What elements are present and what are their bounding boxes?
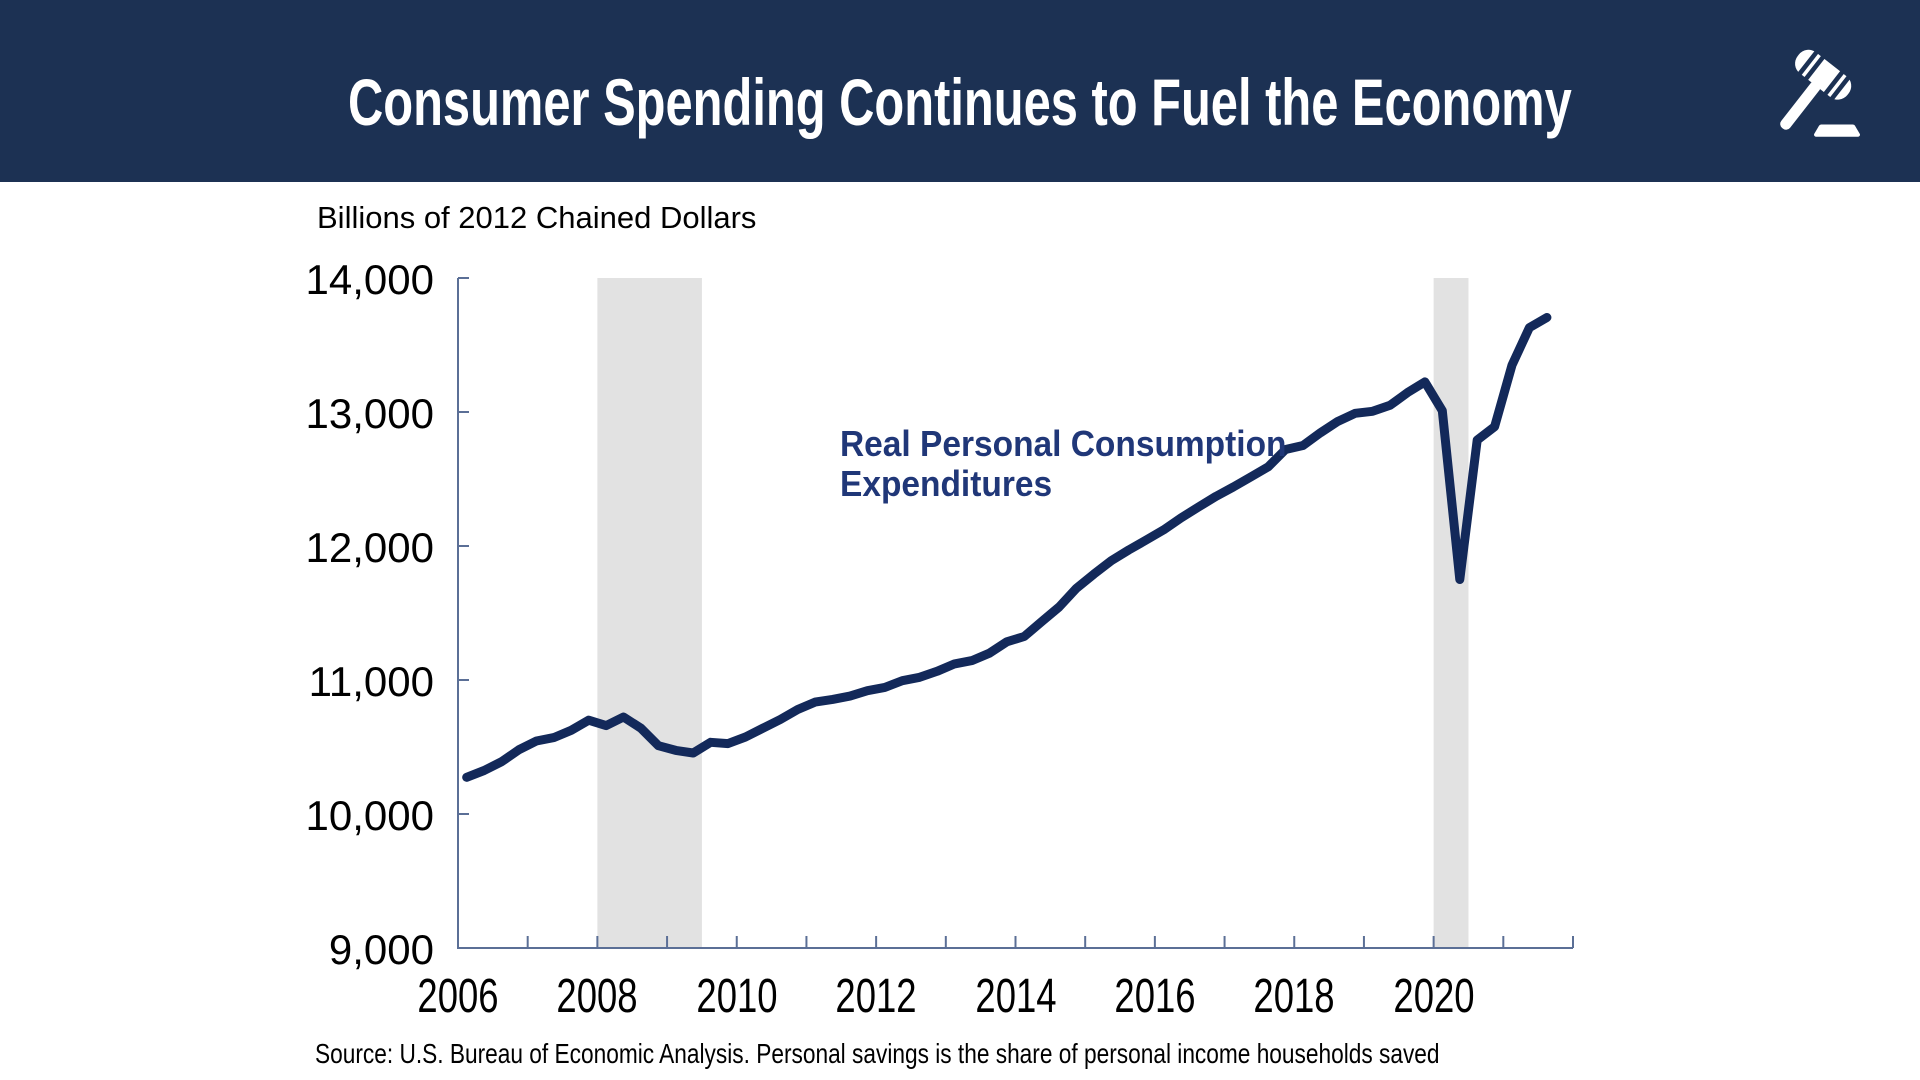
gavel-shape [1780, 48, 1860, 137]
y-tick-label: 14,000 [305, 256, 434, 303]
source-note: Source: U.S. Bureau of Economic Analysis… [315, 1038, 1440, 1069]
y-tick-label: 10,000 [305, 792, 434, 839]
series-annotation-line2: Expenditures [840, 463, 1053, 504]
y-tick-label: 13,000 [305, 390, 434, 437]
series-annotation: Real Personal Consumption Expenditures [840, 424, 1286, 504]
y-tick-label: 11,000 [308, 658, 434, 705]
x-tick-label: 2018 [1253, 970, 1335, 1023]
header-banner: Consumer Spending Continues to Fuel the … [0, 0, 1920, 182]
x-tick-label: 2014 [974, 970, 1057, 1023]
x-tick-label: 2016 [1114, 970, 1196, 1023]
page-title: Consumer Spending Continues to Fuel the … [348, 65, 1572, 139]
gavel-icon [1780, 48, 1860, 137]
x-tick-label: 2012 [835, 970, 917, 1023]
recession-band [597, 278, 702, 948]
y-tick-label: 12,000 [305, 524, 434, 571]
x-tick-label: 2020 [1393, 970, 1475, 1023]
x-tick-label: 2006 [417, 970, 499, 1023]
recession-band [1433, 278, 1469, 948]
y-tick-label: 9,000 [328, 926, 434, 973]
x-tick-label: 2010 [696, 970, 778, 1023]
series-annotation-line1: Real Personal Consumption [840, 423, 1287, 464]
x-tick-label: 2008 [556, 970, 638, 1023]
y-axis-title: Billions of 2012 Chained Dollars [317, 200, 757, 235]
data-line-real-pce [462, 313, 1552, 782]
